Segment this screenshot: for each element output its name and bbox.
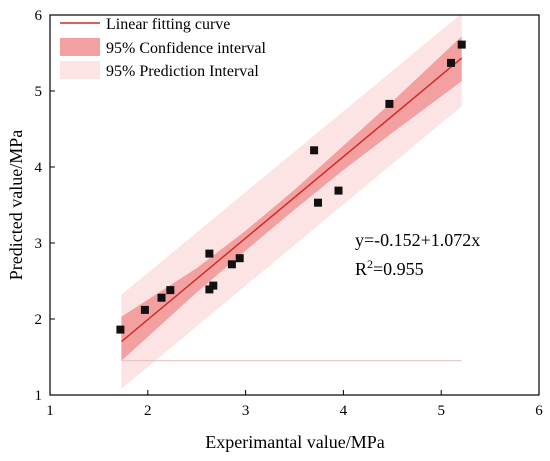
data-point	[209, 281, 218, 290]
data-point	[314, 198, 322, 207]
x-axis-label: Experimantal value/MPa	[205, 432, 384, 452]
x-tick-label: 4	[340, 403, 348, 419]
r-squared-annotation: R2=0.955	[355, 257, 424, 279]
legend-fit-label: Linear fitting curve	[106, 16, 230, 33]
r-squared-superscript: 2	[367, 257, 373, 271]
legend-confidence-swatch	[60, 38, 100, 56]
y-axis-ticks: 1 2 3 4 5 6	[35, 8, 55, 404]
legend: Linear fitting curve 95% Confidence inte…	[60, 16, 267, 80]
y-tick-label: 5	[35, 84, 43, 100]
data-point	[385, 99, 394, 108]
r-squared-prefix: R	[355, 259, 367, 279]
data-point	[166, 286, 175, 295]
plot-frame	[49, 14, 540, 396]
data-point	[457, 40, 466, 49]
x-tick-label: 1	[46, 403, 54, 419]
data-point	[116, 325, 125, 334]
data-point	[334, 186, 343, 195]
data-point	[447, 58, 455, 67]
legend-prediction-label: 95% Prediction Interval	[106, 63, 259, 80]
data-point	[235, 254, 244, 263]
regression-equation: y=-0.152+1.072x	[355, 230, 480, 250]
data-point	[205, 249, 214, 258]
x-tick-label: 3	[242, 403, 250, 419]
data-point	[140, 305, 149, 314]
x-tick-label: 5	[437, 403, 445, 419]
y-axis-label: Predicted value/MPa	[6, 130, 26, 280]
confidence-interval-band	[121, 36, 462, 361]
y-tick-label: 3	[35, 236, 43, 252]
x-tick-label: 2	[144, 403, 152, 419]
x-axis-ticks: 1 2 3 4 5 6	[46, 390, 543, 419]
y-tick-label: 4	[35, 160, 43, 176]
y-tick-label: 6	[35, 8, 43, 24]
linear-fit-line	[120, 57, 463, 343]
data-point	[227, 260, 236, 269]
legend-prediction-swatch	[60, 61, 100, 79]
y-tick-label: 2	[35, 312, 43, 328]
interval-bands	[121, 13, 462, 389]
y-tick-label: 1	[35, 388, 43, 404]
r-squared-value: =0.955	[373, 259, 424, 279]
data-point	[157, 293, 166, 302]
legend-confidence-label: 95% Confidence interval	[106, 40, 267, 57]
data-point	[310, 146, 319, 155]
x-tick-label: 6	[535, 403, 543, 419]
data-points	[116, 40, 466, 334]
